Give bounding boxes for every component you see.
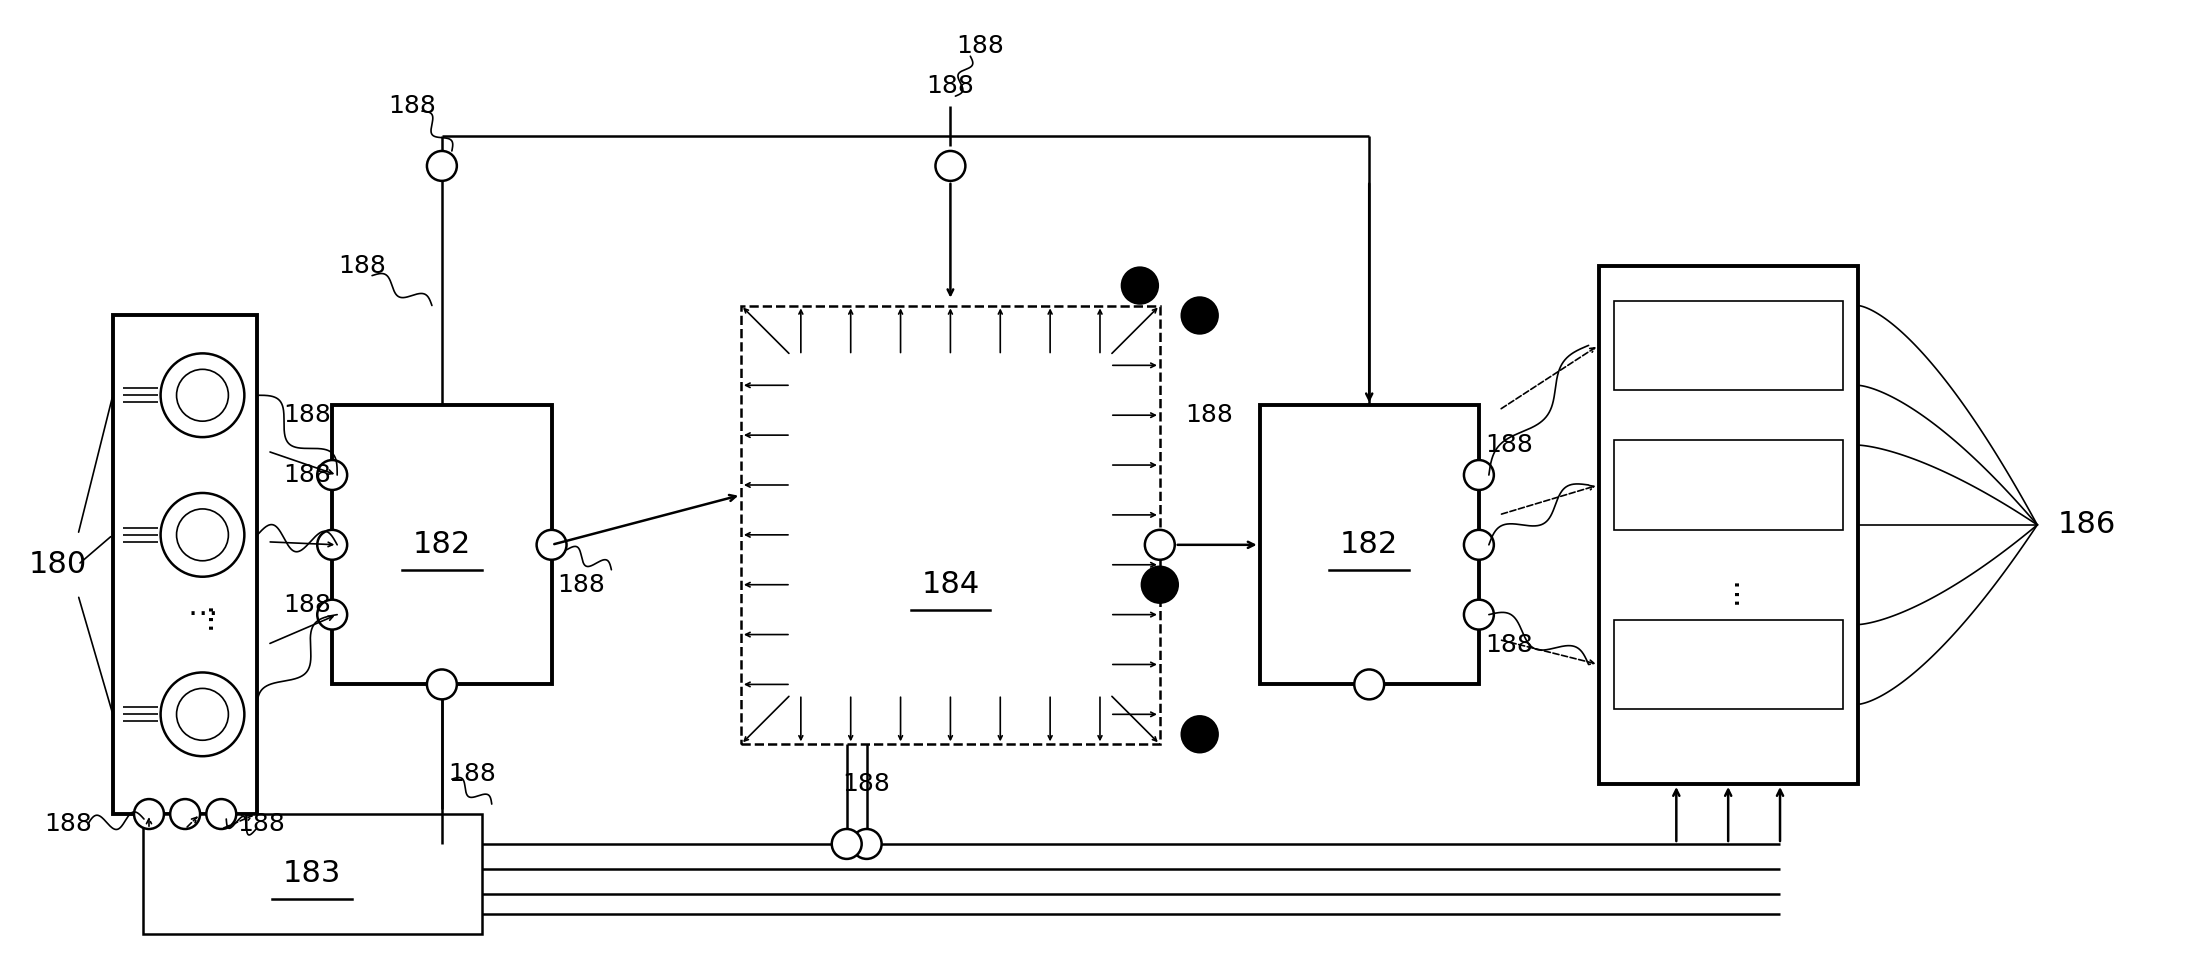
Text: 182: 182 <box>1340 531 1399 560</box>
Circle shape <box>1183 297 1218 334</box>
Circle shape <box>318 599 348 629</box>
Circle shape <box>318 460 348 490</box>
Text: 188: 188 <box>283 463 331 487</box>
Circle shape <box>177 509 228 561</box>
Text: 188: 188 <box>926 74 975 98</box>
Text: 188: 188 <box>1485 433 1533 457</box>
Text: 188: 188 <box>283 403 331 427</box>
Circle shape <box>1121 267 1159 304</box>
Circle shape <box>537 530 567 560</box>
Circle shape <box>1145 530 1174 560</box>
Bar <box>1259 405 1478 684</box>
Circle shape <box>206 799 237 829</box>
Circle shape <box>160 353 245 437</box>
Text: 183: 183 <box>283 860 342 889</box>
Bar <box>1614 300 1842 390</box>
Circle shape <box>935 151 966 180</box>
Bar <box>1614 620 1842 709</box>
Circle shape <box>1463 599 1494 629</box>
Circle shape <box>160 673 245 757</box>
Text: 188: 188 <box>558 572 604 596</box>
Bar <box>142 814 482 934</box>
Text: 184: 184 <box>922 570 979 599</box>
Circle shape <box>134 799 164 829</box>
Text: 188: 188 <box>957 35 1005 58</box>
Text: 186: 186 <box>2056 510 2116 539</box>
Text: 188: 188 <box>237 812 285 836</box>
Circle shape <box>427 151 458 180</box>
Circle shape <box>177 370 228 421</box>
Bar <box>1614 440 1842 530</box>
Circle shape <box>427 670 458 700</box>
Text: 182: 182 <box>412 531 471 560</box>
Circle shape <box>1353 670 1384 700</box>
Text: 188: 188 <box>337 254 385 278</box>
Text: ...: ... <box>188 600 217 629</box>
Text: 188: 188 <box>388 94 436 118</box>
Circle shape <box>177 688 228 740</box>
Circle shape <box>1463 530 1494 560</box>
Text: ⋯: ⋯ <box>186 600 217 629</box>
Text: 188: 188 <box>1185 403 1233 427</box>
Bar <box>333 405 552 684</box>
Text: 188: 188 <box>283 593 331 617</box>
Text: ...: ... <box>1713 575 1743 604</box>
Circle shape <box>1183 716 1218 753</box>
Text: 188: 188 <box>843 772 891 796</box>
Bar <box>740 306 1161 744</box>
Bar <box>114 316 258 814</box>
Circle shape <box>318 530 348 560</box>
Text: 188: 188 <box>1485 632 1533 656</box>
Circle shape <box>160 493 245 577</box>
Text: 188: 188 <box>449 762 495 786</box>
Circle shape <box>1463 460 1494 490</box>
Bar <box>1599 265 1857 785</box>
Circle shape <box>1141 566 1178 603</box>
Circle shape <box>832 829 861 859</box>
Text: 180: 180 <box>28 550 88 579</box>
Circle shape <box>171 799 199 829</box>
Circle shape <box>852 829 883 859</box>
Text: 188: 188 <box>44 812 92 836</box>
